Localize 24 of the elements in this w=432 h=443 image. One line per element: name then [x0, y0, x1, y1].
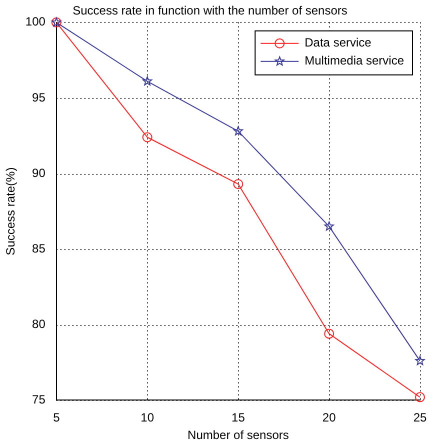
point — [324, 221, 334, 231]
point — [415, 356, 425, 366]
x-tick-label: 15 — [232, 410, 246, 425]
point — [233, 179, 244, 190]
point — [415, 392, 425, 402]
y-tick-label: 95 — [32, 90, 46, 104]
legend-label: Data service — [304, 36, 372, 50]
legend-label: Multimedia service — [304, 54, 404, 68]
y-tick-label: 85 — [32, 241, 46, 256]
point — [233, 126, 243, 136]
x-tick-label: 25 — [413, 410, 427, 425]
y-tick-label: 75 — [32, 392, 46, 407]
point — [142, 132, 152, 142]
x-tick-label: 20 — [322, 410, 336, 425]
y-tick-label: 100 — [25, 14, 46, 29]
point — [324, 328, 334, 339]
y-tick-label: 80 — [32, 316, 46, 331]
x-tick-label: 5 — [53, 410, 60, 425]
y-axis-title: Success rate(%) — [4, 167, 18, 256]
point — [142, 76, 152, 86]
x-axis-title: Number of sensors — [188, 428, 289, 442]
y-tick-label: 90 — [32, 166, 46, 180]
x-tick-label: 10 — [140, 410, 154, 425]
chart-title: Success rate in function with the number of sensors — [72, 4, 348, 18]
